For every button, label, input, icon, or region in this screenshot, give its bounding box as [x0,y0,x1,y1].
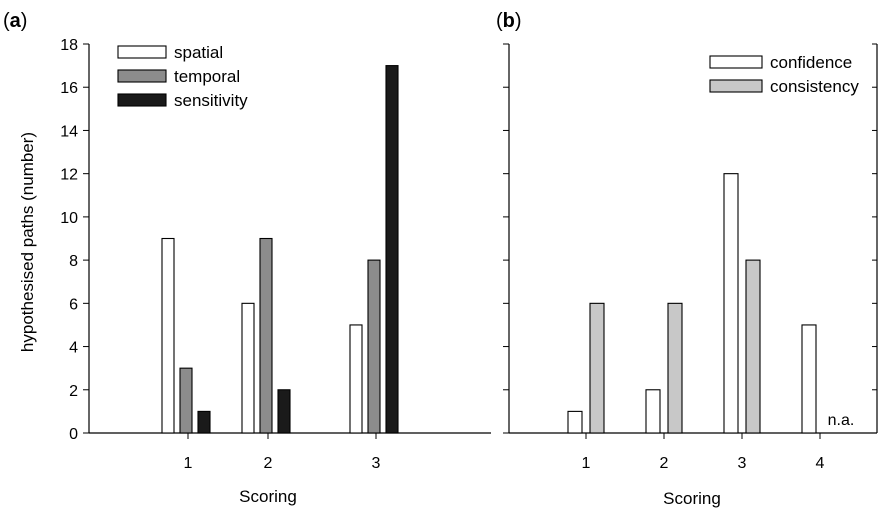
bar-spatial-1 [161,237,175,434]
y-tick-label: 4 [69,340,78,357]
panel-b-label: (b) [496,10,522,32]
y-tick-label: 0 [69,426,78,443]
bar-spatial-3 [349,324,363,434]
y-tick-label: 16 [60,80,78,97]
x-tick-label: 4 [816,455,825,472]
legend-swatch-consistency [709,79,763,93]
bar-consistency-3 [745,259,761,434]
x-axis-label-a: Scoring [239,487,297,506]
y-tick-label: 6 [69,296,78,313]
y-tick-label: 18 [60,37,78,54]
y-tick-label: 12 [60,167,78,184]
bar-confidence-3 [723,173,739,434]
bar-consistency-1 [589,302,605,434]
bar-consistency-2 [667,302,683,434]
bar-temporal-1 [179,367,193,434]
legend-label-consistency: consistency [770,77,859,96]
y-axis-label: hypothesised paths (number) [18,132,37,352]
legend-label-spatial: spatial [174,43,223,62]
legend-swatch-temporal [117,69,167,83]
x-tick-label: 1 [184,455,193,472]
y-tick-label: 8 [69,253,78,270]
bar-spatial-2 [241,302,255,434]
chart-panel-a: (a) hypothesised paths (number) Scoring … [3,10,491,506]
legend-label-confidence: confidence [770,53,852,72]
bar-sensitivity-2 [277,389,291,434]
legend-swatch-sensitivity [117,93,167,107]
legend-swatch-confidence [709,55,763,69]
bar-temporal-3 [367,259,381,434]
bar-confidence-4 [801,324,817,434]
x-tick-label: 3 [372,455,381,472]
bar-temporal-2 [259,237,273,434]
chart-panel-b: (b) Scoring confidence consistency 1 2 3 4 n.… [496,10,878,508]
bar-confidence-1 [567,410,583,434]
x-axis-label-b: Scoring [663,489,721,508]
x-tick-label: 2 [660,455,669,472]
y-tick-label: 10 [60,210,78,227]
y-tick-label: 14 [60,123,78,140]
legend-label-sensitivity: sensitivity [174,91,248,110]
bar-sensitivity-1 [197,410,211,434]
panel-a-label: (a) [3,10,27,32]
bar-confidence-2 [645,389,661,434]
legend-a: spatial temporal sensitivity [117,43,248,110]
x-tick-label: 1 [582,455,591,472]
legend-label-temporal: temporal [174,67,240,86]
legend-swatch-spatial [117,45,167,59]
legend-b: confidence consistency [709,53,859,96]
x-tick-label: 2 [264,455,273,472]
bar-sensitivity-3 [385,65,399,434]
x-tick-label: 3 [738,455,747,472]
annotation-na: n.a. [828,412,855,429]
y-tick-label: 2 [69,383,78,400]
